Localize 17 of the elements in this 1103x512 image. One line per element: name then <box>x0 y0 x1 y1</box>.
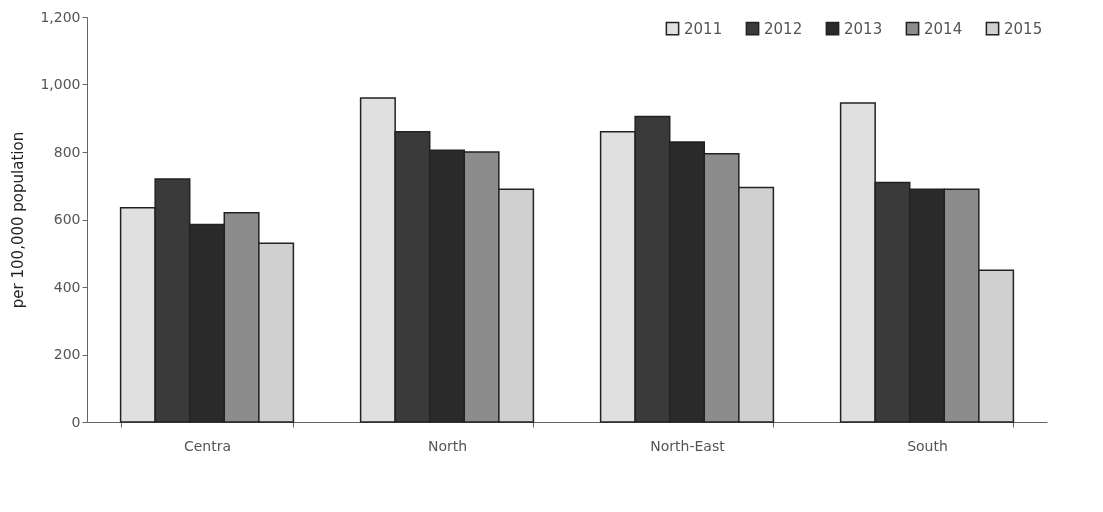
y-tick-label: 800 <box>53 143 81 160</box>
legend-label: 2011 <box>684 19 723 38</box>
y-tick-label: 0 <box>71 413 81 430</box>
legend-label: 2015 <box>1004 19 1043 38</box>
y-axis-title: per 100,000 population <box>9 131 28 309</box>
x-tick-label: Centra <box>183 437 232 454</box>
y-tick-label: 200 <box>53 346 81 362</box>
y-tick-label: 600 <box>53 211 81 227</box>
legend-label: 2014 <box>924 19 963 38</box>
x-tick-label: North <box>427 437 468 454</box>
legend-label: 2013 <box>844 19 883 38</box>
legend-label: 2012 <box>764 19 803 38</box>
x-tick-label: South <box>907 437 948 454</box>
y-tick-label: 1,000 <box>40 76 81 92</box>
y-tick-label: 400 <box>53 278 81 295</box>
y-tick-label: 1,200 <box>40 8 81 25</box>
x-tick-label: North-East <box>650 437 726 454</box>
